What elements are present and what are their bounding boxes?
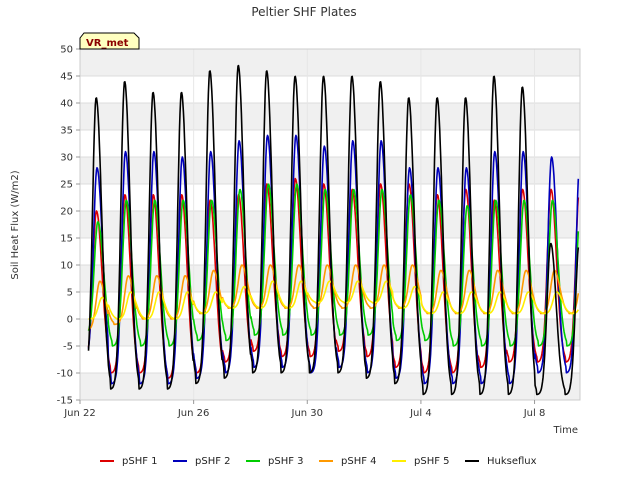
- y-tick-label: 40: [60, 99, 73, 110]
- series-line-hukseflux: [87, 64, 580, 396]
- y-tick-label: -15: [57, 396, 73, 407]
- grid-band: [80, 49, 580, 76]
- series-lines: [87, 64, 580, 396]
- series-line-pshf-5: [88, 280, 579, 320]
- chart-title: Peltier SHF Plates: [251, 5, 356, 19]
- y-tick-label: 0: [67, 315, 73, 326]
- plot-area-frame: [79, 48, 581, 401]
- x-tick-label: Jul 4: [409, 408, 432, 419]
- x-axis-ticks: Jun 22 Jun 26 Jun 30 Jul 4 Jul 8: [63, 400, 545, 419]
- legend-label: pSHF 5: [414, 456, 450, 467]
- y-tick-label: 15: [60, 234, 73, 245]
- y-tick-label: 5: [67, 288, 73, 299]
- site-badge: VR_met: [79, 32, 140, 50]
- y-axis-ticks: -15 -10 -5 0 5 10 15 20 25 30 35 40 45 50: [57, 45, 80, 407]
- site-badge-box: [79, 32, 140, 50]
- legend-label: pSHF 4: [341, 456, 377, 467]
- x-tick-label: Jun 30: [291, 408, 324, 419]
- y-axis-title: Soil Heat Flux (W/m2): [10, 170, 21, 279]
- legend-label: Hukseflux: [487, 456, 537, 467]
- y-tick-label: 30: [60, 153, 73, 164]
- x-tick-label: Jun 22: [63, 408, 96, 419]
- legend-label: pSHF 1: [122, 456, 158, 467]
- y-tick-label: 25: [60, 180, 73, 191]
- y-tick-label: 45: [60, 72, 73, 83]
- x-tick-label: Jul 8: [523, 408, 546, 419]
- grid-band: [80, 373, 580, 400]
- site-badge-label: VR_met: [86, 38, 129, 49]
- x-tick-label: Jun 26: [177, 408, 210, 419]
- y-tick-label: 35: [60, 126, 73, 137]
- y-tick-label: -10: [57, 369, 73, 380]
- y-tick-label: 50: [60, 45, 73, 56]
- x-axis-title: Time: [553, 425, 578, 436]
- legend: pSHF 1 pSHF 2 pSHF 3 pSHF 4 pSHF 5 Hukseflux: [100, 456, 537, 467]
- y-tick-label: 20: [60, 207, 73, 218]
- y-tick-label: -5: [63, 342, 73, 353]
- legend-label: pSHF 2: [195, 456, 231, 467]
- y-tick-label: 10: [60, 261, 73, 272]
- legend-label: pSHF 3: [268, 456, 304, 467]
